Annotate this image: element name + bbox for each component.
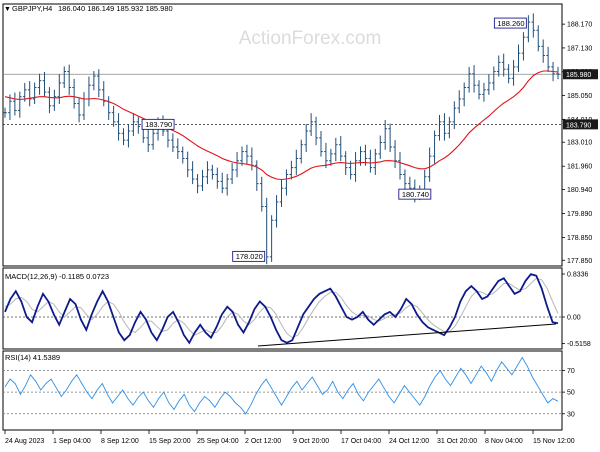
- x-tick-label: 15 Sep 20:00: [149, 438, 191, 445]
- watermark: ActionForex.com: [239, 28, 382, 49]
- rsi-y-tick-label: 70: [567, 368, 575, 375]
- macd-y-tick-label: 0.8336: [567, 272, 589, 279]
- x-tick-label: 8 Nov 04:00: [485, 438, 523, 445]
- chart-symbol-arrow-icon: ▼: [4, 6, 11, 13]
- x-tick-label: 8 Sep 12:00: [101, 438, 139, 445]
- macd-y-tick-label: -0.5158: [567, 341, 591, 348]
- x-tick-label: 1 Sep 04:00: [53, 438, 91, 445]
- chart-symbol: GBPJPY,H4: [12, 4, 52, 13]
- price-pane-frame: [2, 3, 563, 267]
- price-annotation-label: 188.260: [497, 19, 524, 28]
- price-level-tag-bg: [563, 69, 598, 80]
- macd-y-tick-label: 0.00: [567, 315, 581, 322]
- rsi-line: [4, 356, 559, 415]
- x-tick-label: 24 Aug 2023: [5, 438, 44, 445]
- x-tick-label: 24 Oct 12:00: [389, 438, 429, 445]
- macd-signal-line: [4, 277, 559, 339]
- x-tick-label: 9 Oct 20:00: [293, 438, 329, 445]
- price-annotation-label: 183.790: [145, 120, 172, 129]
- price-y-axis: 188.170187.130186.090185.050184.010183.0…: [562, 22, 592, 265]
- macd-pane-frame: [2, 267, 563, 350]
- price-y-tick-label: 177.850: [567, 258, 592, 265]
- price-candles: [3, 13, 560, 265]
- chart-ohlc: 186.040 186.149 185.932 185.980: [58, 4, 173, 13]
- price-level-tag: 183.790: [566, 122, 591, 129]
- rsi-pane-title: RSI(14) 41.5389: [5, 353, 60, 362]
- price-level-tag-bg: [563, 119, 598, 130]
- price-y-tick-label: 180.940: [567, 187, 592, 194]
- macd-trendline: [257, 323, 557, 347]
- rsi-y-axis: 70 50 30: [562, 368, 575, 418]
- price-y-tick-label: 187.130: [567, 45, 592, 52]
- price-annotation-box: [141, 118, 175, 130]
- price-level-tag: 185.980: [566, 72, 591, 79]
- price-y-tick-label: 185.050: [567, 93, 592, 100]
- price-annotation-label: 178.020: [236, 252, 263, 261]
- rsi-y-tick-label: 30: [567, 411, 575, 418]
- price-annotation-label: 180.740: [402, 190, 429, 199]
- x-tick-label: 17 Oct 04:00: [341, 438, 381, 445]
- rsi-y-tick-label: 50: [567, 390, 575, 397]
- macd-pane-title: MACD(12,26,9) -0.1185 0.0723: [5, 272, 109, 281]
- x-axis: 24 Aug 2023 1 Sep 04:00 8 Sep 12:00 15 Sep …: [4, 430, 575, 445]
- price-annotation-box: [232, 250, 266, 262]
- rsi-pane-frame: [2, 350, 563, 431]
- price-y-tick-label: 181.960: [567, 164, 592, 171]
- price-y-tick-label: 188.170: [567, 22, 592, 29]
- price-y-tick-label: 179.890: [567, 211, 592, 218]
- price-pane-header: ▼ GBPJPY,H4 186.040 186.149 185.932 185.…: [4, 4, 173, 13]
- x-tick-label: 15 Nov 12:00: [533, 438, 575, 445]
- price-moving-average-line: [4, 70, 559, 181]
- x-tick-label: 25 Sep 04:00: [197, 438, 239, 445]
- macd-y-axis: 0.8336 0.00 -0.5158: [562, 272, 591, 348]
- price-y-tick-label: 178.850: [567, 235, 592, 242]
- price-annotation-box: [493, 17, 527, 29]
- x-tick-label: 31 Oct 20:00: [437, 438, 477, 445]
- price-y-tick-label: 183.010: [567, 140, 592, 147]
- x-tick-label: 2 Oct 12:00: [245, 438, 281, 445]
- macd-main-line: [4, 273, 559, 345]
- price-annotation-box: [398, 188, 432, 200]
